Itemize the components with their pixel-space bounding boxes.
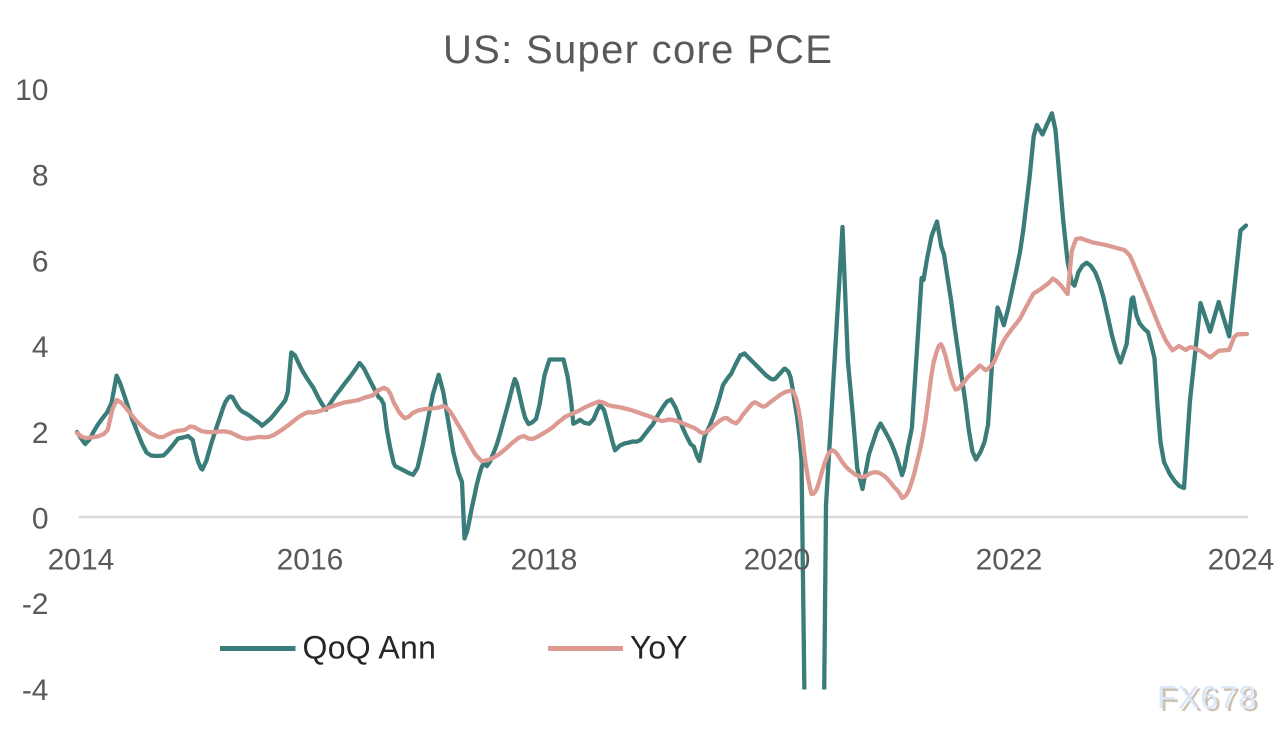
svg-text:0: 0	[32, 503, 49, 536]
svg-text:2: 2	[32, 417, 49, 450]
svg-text:FX678: FX678	[1160, 682, 1260, 718]
svg-text:US: Super core PCE: US: Super core PCE	[443, 28, 833, 72]
svg-text:2024: 2024	[1208, 544, 1275, 577]
svg-text:10: 10	[15, 74, 48, 107]
svg-text:-2: -2	[22, 588, 49, 621]
svg-text:2016: 2016	[277, 544, 344, 577]
svg-text:4: 4	[32, 331, 49, 364]
svg-text:-4: -4	[22, 674, 49, 707]
svg-text:2018: 2018	[511, 544, 578, 577]
svg-text:2014: 2014	[48, 544, 115, 577]
svg-text:YoY: YoY	[630, 630, 688, 666]
svg-text:8: 8	[32, 160, 49, 193]
svg-text:2022: 2022	[976, 544, 1043, 577]
svg-text:6: 6	[32, 245, 49, 278]
svg-text:QoQ Ann: QoQ Ann	[303, 630, 437, 666]
svg-text:FX678: FX678	[1157, 680, 1257, 716]
svg-text:2020: 2020	[744, 544, 811, 577]
